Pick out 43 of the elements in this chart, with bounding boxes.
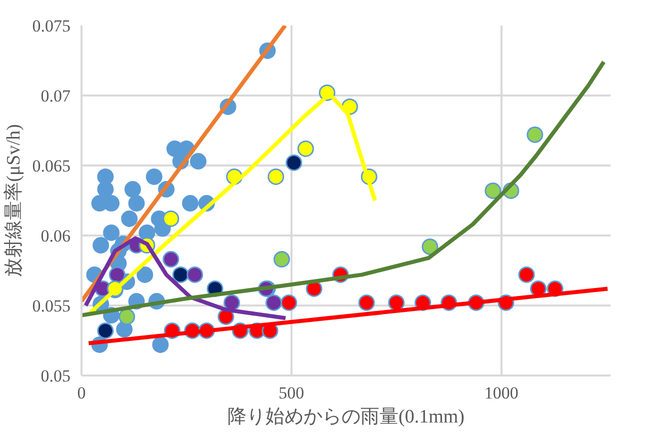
point — [422, 238, 438, 255]
line-series — [82, 60, 606, 318]
point — [152, 336, 169, 353]
x-tick-label: 0 — [77, 384, 86, 402]
x-axis-title: 降り始めからの雨量(0.1mm) — [228, 406, 464, 428]
x-tick-label: 500 — [278, 384, 304, 402]
point — [224, 294, 240, 311]
point — [526, 126, 544, 143]
y-tick-label: 0.07 — [40, 86, 71, 106]
point — [162, 251, 180, 268]
point — [124, 181, 141, 198]
point — [121, 210, 138, 227]
point — [182, 195, 198, 212]
y-tick-label: 0.05 — [40, 366, 70, 386]
point — [162, 210, 180, 227]
point — [136, 266, 154, 283]
point — [108, 266, 126, 283]
point — [388, 294, 405, 311]
point — [186, 266, 204, 283]
point — [190, 153, 206, 170]
point — [297, 140, 314, 157]
point — [118, 308, 136, 325]
point — [103, 224, 120, 241]
x-tick-label: 1000 — [484, 384, 518, 402]
point — [97, 322, 114, 339]
point — [518, 266, 535, 283]
y-tick-label: 0.075 — [32, 16, 70, 36]
y-axis-title: 放射線量率(μSv/h) — [2, 124, 24, 277]
y-tick-label: 0.06 — [40, 226, 70, 246]
point — [92, 237, 110, 254]
point — [274, 251, 290, 268]
point — [286, 154, 302, 171]
y-tick-label: 0.055 — [32, 296, 70, 316]
point — [146, 168, 162, 185]
point — [280, 294, 298, 311]
point — [358, 294, 375, 311]
y-tick-label: 0.065 — [32, 156, 70, 176]
point — [97, 181, 114, 198]
point — [172, 266, 189, 283]
point — [266, 294, 282, 311]
point — [128, 195, 145, 212]
point — [484, 182, 502, 199]
point — [268, 168, 284, 185]
